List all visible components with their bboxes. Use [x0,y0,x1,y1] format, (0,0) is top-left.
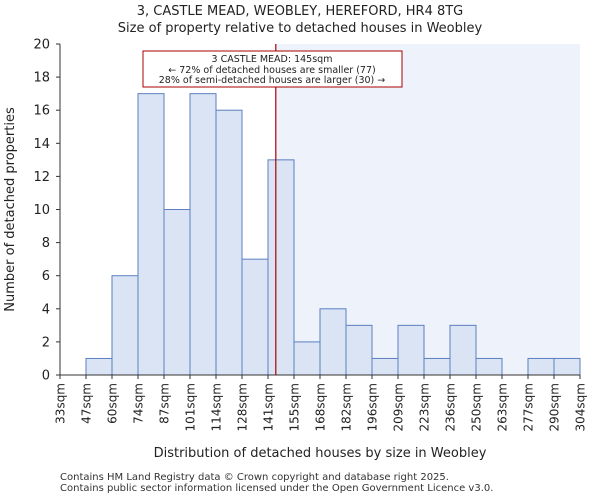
histogram-bar [111,275,139,376]
histogram-bar [137,93,165,376]
x-tick-label: 304sqm [574,383,588,431]
histogram-bar [241,258,269,376]
histogram-bar [85,357,113,376]
histogram-bar [189,93,217,376]
y-tick-label: 12 [33,170,50,185]
x-tick-label: 47sqm [80,383,94,424]
y-tick-label: 16 [33,104,50,119]
x-tick-label: 33sqm [54,383,68,424]
x-tick-label: 263sqm [496,383,510,431]
histogram-bar [293,341,321,376]
y-tick-label: 6 [42,269,50,284]
annotation-title: 3 CASTLE MEAD: 145sqm [212,54,333,65]
x-tick-label: 182sqm [340,383,354,431]
x-tick-label: 250sqm [470,383,484,431]
histogram-bar [345,324,373,376]
y-tick-label: 10 [33,203,50,218]
histogram-bar [163,209,191,376]
x-tick-label: 60sqm [106,383,120,424]
histogram-bar [475,357,503,376]
annotation-box [142,50,403,88]
x-tick-label: 223sqm [418,383,432,431]
histogram-bar [397,324,425,376]
x-tick-label: 87sqm [158,383,172,424]
chart-title: 3, CASTLE MEAD, WEOBLEY, HEREFORD, HR4 8… [136,4,464,19]
histogram-bar [553,357,581,376]
chart-subtitle: Size of property relative to detached ho… [117,21,483,36]
x-tick-label: 74sqm [132,383,146,424]
histogram-bar [423,357,451,376]
histogram-bar [319,308,347,376]
x-tick-label: 209sqm [392,383,406,431]
histogram-bar [527,357,555,376]
attribution-footer: Contains HM Land Registry data © Crown c… [60,472,493,494]
annotation-larger: 28% of semi-detached houses are larger (… [159,75,386,86]
y-tick-label: 14 [33,137,50,152]
y-tick-label: 20 [33,38,50,53]
histogram-bar [267,159,295,376]
attribution-line-2: Contains public sector information licen… [60,483,494,494]
x-axis-label: Distribution of detached houses by size … [154,446,487,461]
x-tick-label: 101sqm [184,383,198,431]
histogram-bar [371,357,399,376]
x-tick-label: 290sqm [548,383,562,431]
y-tick-label: 8 [42,236,50,251]
y-tick-label: 0 [42,369,50,384]
histogram-bar [215,109,243,376]
y-tick-label: 4 [42,302,50,317]
x-tick-label: 168sqm [314,383,328,431]
histogram-chart: 0 2 4 6 8 10 12 14 16 18 20 33sqm 47sqm 60sqm 74sqm 87s… [3,38,588,462]
x-tick-label: 236sqm [444,383,458,431]
x-tick-label: 141sqm [262,383,276,431]
y-tick-label: 2 [42,335,50,350]
x-tick-label: 196sqm [366,383,380,431]
histogram-bar [449,324,477,376]
x-tick-label: 277sqm [522,383,536,431]
y-tick-label: 18 [33,71,50,86]
annotation-smaller: ← 72% of detached houses are smaller (77… [168,65,375,76]
x-tick-label: 114sqm [210,383,224,431]
y-axis-label: Number of detached properties [3,107,18,312]
attribution-line-1: Contains HM Land Registry data © Crown c… [60,472,449,483]
x-tick-label: 155sqm [288,383,302,431]
x-tick-label: 128sqm [236,383,250,431]
